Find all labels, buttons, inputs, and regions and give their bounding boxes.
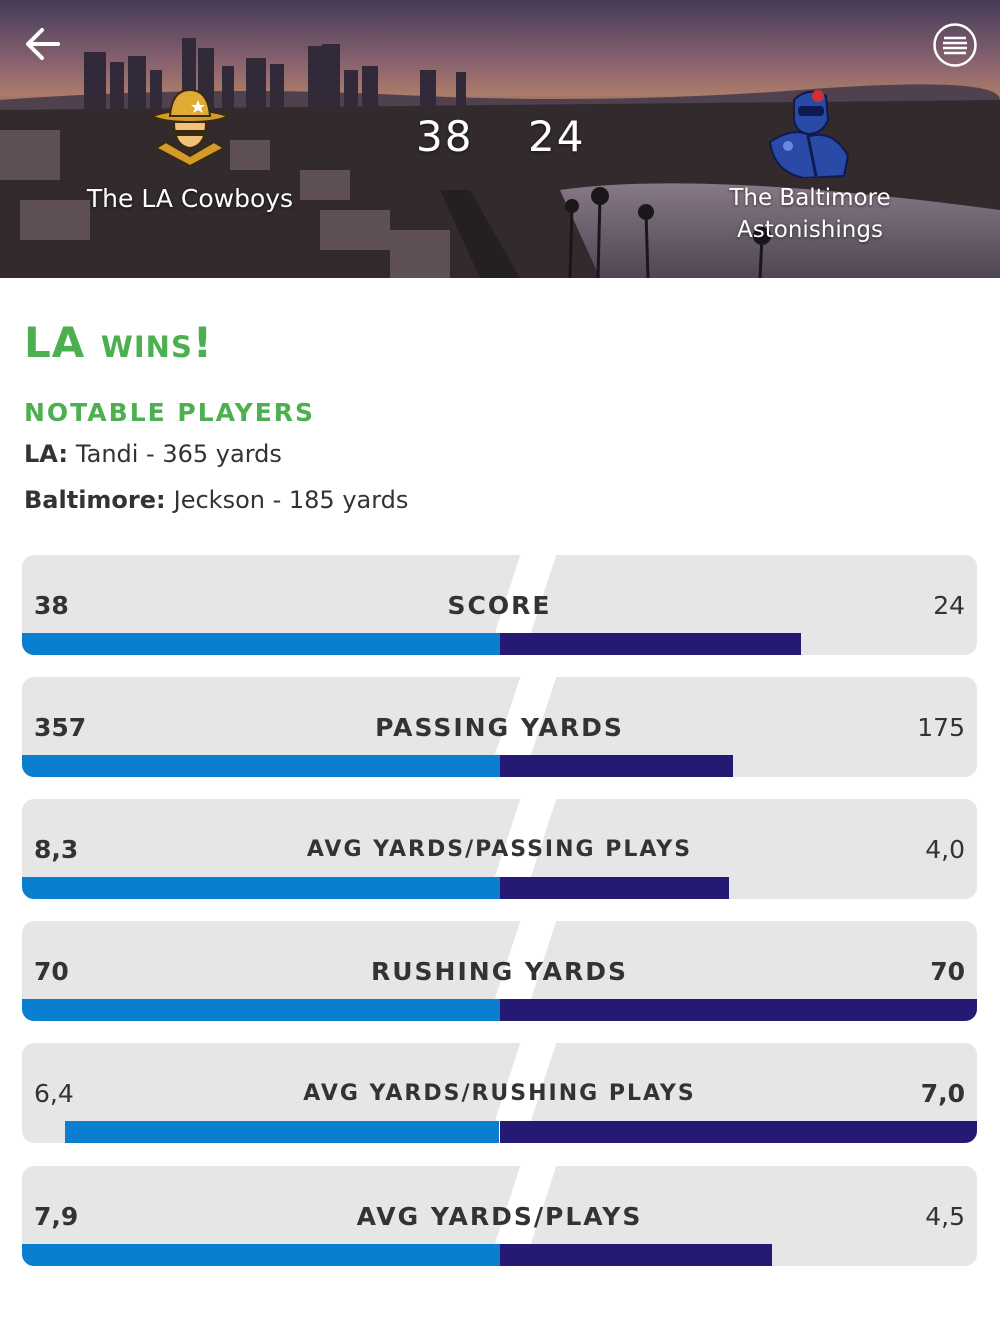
stat-away-value: 175 bbox=[917, 713, 965, 742]
away-team-name-line2: Astonishings bbox=[737, 217, 883, 243]
notable-player-baltimore: Baltimore: Jeckson - 185 yards bbox=[24, 486, 408, 514]
stat-away-bar bbox=[499, 877, 729, 899]
home-team-name: The LA Cowboys bbox=[86, 184, 294, 213]
stat-home-bar bbox=[22, 633, 500, 655]
away-team-name-line1: The Baltimore bbox=[729, 185, 891, 211]
notable-players-title: NOTABLE PLAYERS bbox=[24, 398, 316, 427]
stat-card-passing-yards: 357 PASSING YARDS 175 bbox=[22, 677, 977, 777]
away-score: 24 bbox=[528, 112, 586, 161]
stat-away-bar bbox=[499, 633, 802, 655]
stat-away-bar bbox=[499, 755, 734, 777]
arrow-left-icon bbox=[26, 28, 60, 60]
cowboy-mascot-icon bbox=[149, 88, 231, 168]
stat-away-bar bbox=[499, 1244, 772, 1266]
stat-away-value: 70 bbox=[930, 957, 965, 986]
stat-card-score: 38 SCORE 24 bbox=[22, 555, 977, 655]
stat-label: AVG YARDS/PLAYS bbox=[356, 1202, 643, 1231]
stat-home-value: 6,4 bbox=[34, 1079, 74, 1108]
aviator-mascot-icon bbox=[768, 90, 850, 178]
stat-away-value: 24 bbox=[933, 591, 965, 620]
stat-away-bar bbox=[499, 999, 977, 1021]
stat-home-value: 7,9 bbox=[34, 1202, 79, 1231]
notable-player-la-label: LA: bbox=[24, 440, 68, 468]
stat-label: AVG YARDS/RUSHING PLAYS bbox=[303, 1081, 696, 1106]
stat-label: AVG YARDS/PASSING PLAYS bbox=[306, 837, 693, 862]
stat-home-bar bbox=[22, 1244, 500, 1266]
stat-card-avg-yards-passing-plays: 8,3 AVG YARDS/PASSING PLAYS 4,0 bbox=[22, 799, 977, 899]
stat-away-bar bbox=[499, 1121, 977, 1143]
stat-home-bar bbox=[22, 755, 500, 777]
stat-card-avg-yards-plays: 7,9 AVG YARDS/PLAYS 4,5 bbox=[22, 1166, 977, 1266]
stat-home-bar bbox=[64, 1121, 500, 1143]
stat-card-avg-yards-rushing-plays: 6,4 AVG YARDS/RUSHING PLAYS 7,0 bbox=[22, 1043, 977, 1143]
home-score: 38 bbox=[416, 112, 474, 161]
stat-home-value: 38 bbox=[34, 591, 69, 620]
result-headline: LA wins! bbox=[24, 318, 213, 367]
stat-label: RUSHING YARDS bbox=[371, 957, 628, 986]
stat-home-bar bbox=[22, 999, 500, 1021]
notable-player-baltimore-text: Jeckson - 185 yards bbox=[173, 486, 409, 514]
stat-home-value: 357 bbox=[34, 713, 87, 742]
notable-player-la: LA: Tandi - 365 yards bbox=[24, 440, 282, 468]
game-header: The LA Cowboys 38 24 The Baltimore Aston… bbox=[0, 0, 1000, 278]
stat-home-value: 70 bbox=[34, 957, 69, 986]
stat-label: SCORE bbox=[447, 591, 552, 620]
stat-away-value: 4,5 bbox=[925, 1202, 965, 1231]
stat-home-value: 8,3 bbox=[34, 835, 79, 864]
away-team-name: The Baltimore Astonishings bbox=[720, 182, 900, 246]
stat-label: PASSING YARDS bbox=[375, 713, 624, 742]
menu-icon bbox=[933, 23, 977, 67]
menu-button[interactable] bbox=[932, 22, 978, 68]
stat-away-value: 4,0 bbox=[925, 835, 965, 864]
stat-home-bar bbox=[22, 877, 500, 899]
notable-player-baltimore-label: Baltimore: bbox=[24, 486, 166, 514]
back-button[interactable] bbox=[22, 24, 66, 64]
stat-card-rushing-yards: 70 RUSHING YARDS 70 bbox=[22, 921, 977, 1021]
notable-player-la-text: Tandi - 365 yards bbox=[75, 440, 282, 468]
stat-away-value: 7,0 bbox=[920, 1079, 965, 1108]
